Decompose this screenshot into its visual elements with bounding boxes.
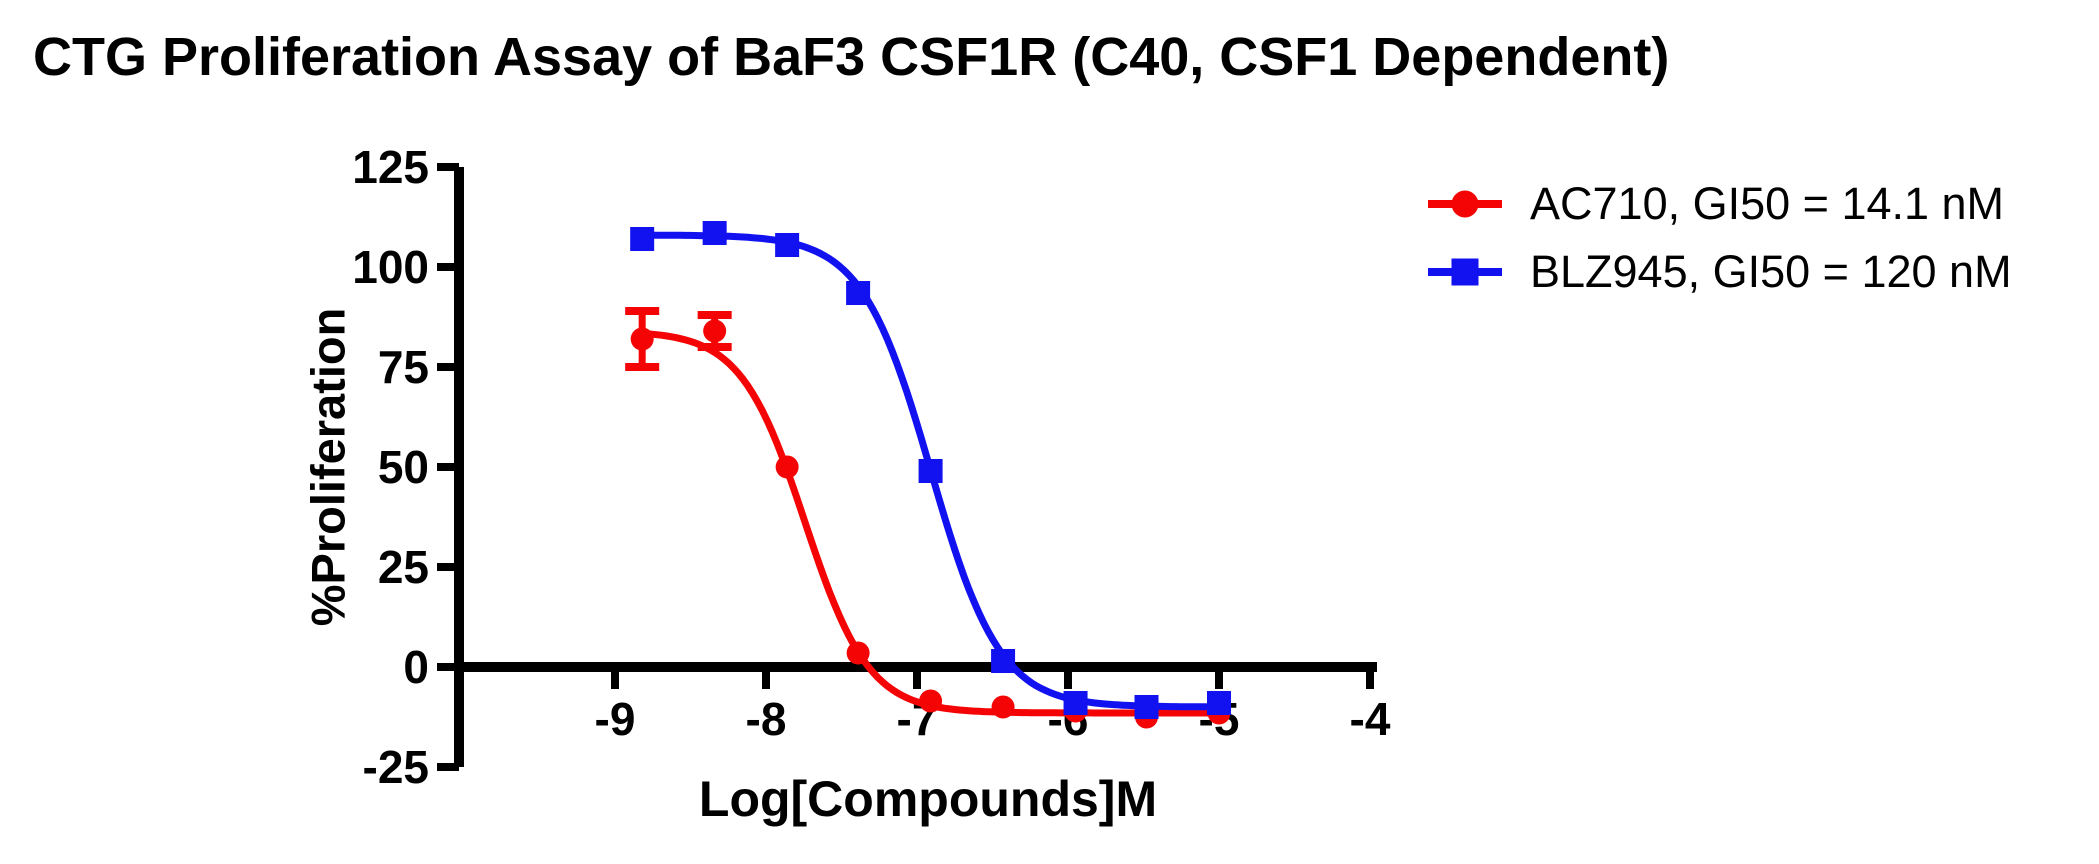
y-tick-label-125: 125: [352, 141, 429, 193]
series-BLZ945-point-4: [918, 459, 943, 483]
y-tick-label-50: 50: [378, 441, 429, 493]
y-tick-label--25: -25: [363, 741, 429, 793]
series-BLZ945-point-0: [630, 227, 655, 251]
series-AC710-point-1: [703, 319, 727, 343]
circle-marker-icon: [1428, 186, 1502, 222]
chart-title: CTG Proliferation Assay of BaF3 CSF1R (C…: [33, 27, 1670, 87]
series-BLZ945-point-6: [1063, 691, 1088, 715]
x-tick-label--8: -8: [746, 693, 787, 745]
series-AC710-point-2: [775, 455, 799, 479]
series-BLZ945-point-8: [1207, 691, 1231, 715]
series-AC710-point-0: [630, 327, 654, 351]
x-axis-title: Log[Compounds]M: [698, 771, 1158, 827]
series-AC710-point-5: [991, 695, 1015, 719]
y-tick-label-100: 100: [352, 241, 429, 293]
y-tick-label-0: 0: [403, 641, 429, 693]
x-tick-label--9: -9: [595, 693, 636, 745]
square-marker-icon: [1428, 254, 1502, 290]
series-BLZ945-point-7: [1134, 695, 1159, 719]
series-BLZ945-point-2: [775, 233, 800, 257]
y-axis-title: %Proliferation: [301, 307, 355, 627]
legend-label-blz945: BLZ945, GI50 = 120 nM: [1530, 246, 2012, 297]
x-tick-label--4: -4: [1350, 693, 1391, 745]
y-tick-label-25: 25: [378, 541, 429, 593]
legend: AC710, GI50 = 14.1 nM BLZ945, GI50 = 120…: [1428, 178, 2012, 298]
legend-item-ac710: AC710, GI50 = 14.1 nM: [1428, 178, 2012, 230]
series-BLZ945-point-3: [846, 281, 871, 305]
y-tick-label-75: 75: [378, 341, 429, 393]
series-BLZ945-point-1: [702, 221, 727, 245]
series-AC710-point-3: [846, 641, 870, 665]
series-BLZ945-point-5: [991, 649, 1016, 673]
series-AC710-curve: [638, 329, 1223, 717]
series-AC710-point-4: [919, 689, 943, 713]
legend-item-blz945: BLZ945, GI50 = 120 nM: [1428, 246, 2012, 298]
legend-label-ac710: AC710, GI50 = 14.1 nM: [1530, 178, 2005, 229]
